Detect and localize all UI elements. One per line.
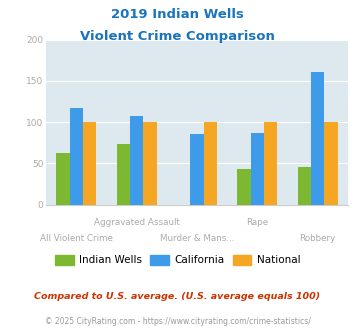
Text: Murder & Mans...: Murder & Mans... [160, 234, 234, 243]
Bar [56, 152, 70, 205]
Bar [130, 116, 143, 205]
Text: Aggravated Assault: Aggravated Assault [94, 218, 180, 227]
Bar [190, 134, 204, 205]
Text: Rape: Rape [246, 218, 268, 227]
Bar [204, 122, 217, 205]
Bar [117, 145, 130, 205]
Text: Violent Crime Comparison: Violent Crime Comparison [80, 30, 275, 43]
Bar [264, 122, 277, 205]
Bar [83, 122, 96, 205]
Legend: Indian Wells, California, National: Indian Wells, California, National [51, 251, 304, 270]
Text: © 2025 CityRating.com - https://www.cityrating.com/crime-statistics/: © 2025 CityRating.com - https://www.city… [45, 317, 310, 326]
Text: Compared to U.S. average. (U.S. average equals 100): Compared to U.S. average. (U.S. average … [34, 292, 321, 301]
Bar [311, 72, 324, 205]
Bar [324, 122, 338, 205]
Text: All Violent Crime: All Violent Crime [40, 234, 113, 243]
Text: 2019 Indian Wells: 2019 Indian Wells [111, 8, 244, 21]
Bar [298, 167, 311, 205]
Bar [70, 108, 83, 205]
Bar [251, 133, 264, 205]
Bar [237, 169, 251, 205]
Text: Robbery: Robbery [300, 234, 336, 243]
Bar [143, 122, 157, 205]
